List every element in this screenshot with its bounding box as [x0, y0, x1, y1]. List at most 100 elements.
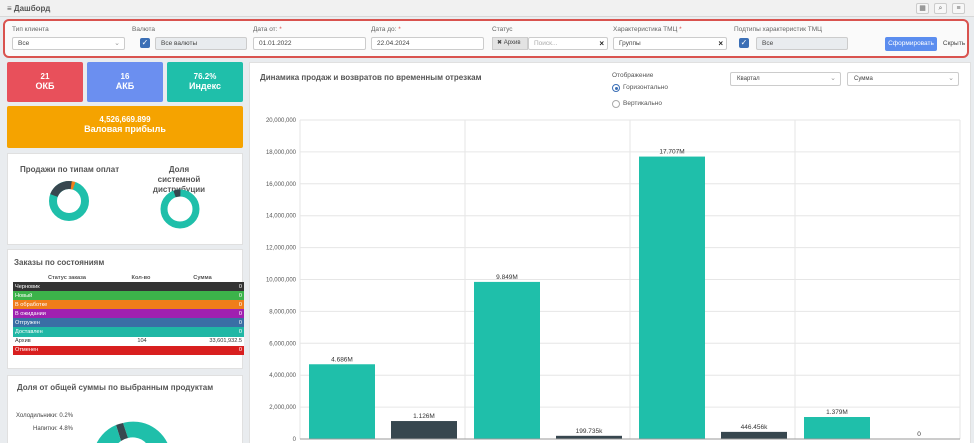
- tmc-select[interactable]: Группы ×: [613, 37, 727, 50]
- cell-count: [121, 309, 161, 318]
- cell-sum: 33,601,932.5: [209, 338, 242, 345]
- y-tick-label: 12,000,000: [266, 246, 297, 252]
- cell-count: [121, 300, 161, 309]
- cell-count: [121, 282, 161, 291]
- cell-count: [121, 346, 161, 355]
- subtypes-checkbox[interactable]: ✓: [739, 38, 749, 48]
- cell-status: Архив: [15, 338, 31, 345]
- radio-vertical[interactable]: [612, 100, 620, 108]
- chart-title: Динамика продаж и возвратов по временным…: [260, 73, 482, 82]
- page-title: ≡ Дашборд: [7, 4, 51, 13]
- cell-sum: 0: [238, 310, 242, 317]
- remove-icon[interactable]: ✖: [497, 40, 503, 46]
- period-select[interactable]: Квартал ⌄: [730, 72, 841, 86]
- currency-label: Валюта: [132, 26, 155, 33]
- bar: [391, 421, 457, 439]
- kpi-index: 76.2% Индекс: [167, 62, 243, 102]
- display-label: Отображение: [612, 72, 654, 79]
- orders-title: Заказы по состояниям: [14, 258, 105, 267]
- payment-types-title: Продажи по типам оплат: [20, 165, 120, 174]
- clear-icon[interactable]: ×: [718, 39, 723, 48]
- y-tick-label: 20,000,000: [266, 118, 297, 124]
- metric-select[interactable]: Сумма ⌄: [847, 72, 959, 86]
- cell-sum: 0: [238, 292, 242, 299]
- table-row: В ожидании 0: [13, 309, 244, 319]
- tmc-label: Характеристика ТМЦ *: [613, 26, 682, 33]
- currency-checkbox[interactable]: ✓: [140, 38, 150, 48]
- table-row: Отменен 0: [13, 345, 244, 355]
- orders-by-status-card: Заказы по состояниям Статус заказа Кол-в…: [7, 249, 244, 369]
- y-tick-label: 14,000,000: [266, 214, 297, 220]
- cell-status: В ожидании: [15, 310, 46, 317]
- table-row: Черновик 0: [13, 282, 244, 292]
- bar-value-label: 4.686M: [331, 356, 353, 363]
- table-row: Отгружен 0: [13, 318, 244, 328]
- orders-table: Статус заказа Кол-во Сумма Черновик 0 Новы…: [13, 273, 244, 355]
- submit-button[interactable]: Сформировать: [885, 37, 937, 51]
- radio-horizontal[interactable]: [612, 84, 620, 92]
- cell-status: Отменен: [15, 347, 39, 354]
- date-from-label: Дата от: *: [253, 26, 282, 33]
- date-to-value: 22.04.2024: [377, 40, 410, 47]
- cell-sum: 0: [238, 283, 242, 290]
- y-tick-label: 4,000,000: [269, 373, 296, 379]
- client-type-label: Тип клиента: [12, 26, 49, 33]
- status-search-placeholder: Поиск...: [534, 40, 558, 47]
- currency-select[interactable]: Все валюты: [155, 37, 247, 50]
- donuts-card: Продажи по типам оплат Доля системной ди…: [7, 153, 243, 245]
- client-type-select[interactable]: Все ⌄: [12, 37, 125, 50]
- bar-value-label: 1.126M: [413, 413, 435, 420]
- clear-icon[interactable]: ×: [599, 39, 604, 48]
- date-from-value: 01.01.2022: [259, 40, 292, 47]
- metric-value: Сумма: [854, 76, 873, 82]
- date-to-label: Дата до: *: [371, 26, 401, 33]
- period-value: Квартал: [737, 76, 760, 82]
- bar-value-label: 17.707M: [659, 149, 684, 156]
- date-from-input[interactable]: 01.01.2022: [253, 37, 366, 50]
- col-count: Кол-во: [131, 274, 151, 281]
- share-label-fridges: Холодильники: 0.2%: [16, 413, 74, 419]
- kpi-okb: 21 ОКБ: [7, 62, 83, 102]
- search-icon[interactable]: ⌕: [934, 3, 947, 14]
- cell-sum: 0: [238, 329, 242, 336]
- status-chip-archive[interactable]: ✖ Архив: [492, 37, 528, 50]
- y-tick-label: 8,000,000: [269, 309, 296, 315]
- bar-value-label: 1.379M: [826, 409, 848, 416]
- bar: [309, 364, 375, 439]
- hide-button[interactable]: Скрыть: [942, 40, 966, 47]
- cell-status: Новый: [15, 292, 33, 299]
- sales-dynamics-card: Динамика продаж и возвратов по временным…: [249, 62, 971, 443]
- radio-vertical-label: Вертикально: [623, 100, 663, 107]
- table-row: В обработке 0: [13, 300, 244, 310]
- distribution-donut: [160, 189, 200, 229]
- chevron-down-icon: ⌄: [830, 75, 836, 82]
- menu-icon[interactable]: ≡: [952, 3, 965, 14]
- y-tick-label: 6,000,000: [269, 341, 296, 347]
- cell-status: Черновик: [15, 283, 40, 290]
- status-search-input[interactable]: Поиск... ×: [528, 37, 608, 50]
- y-tick-label: 2,000,000: [269, 405, 296, 411]
- cell-count: [121, 291, 161, 300]
- cell-count: [121, 318, 161, 327]
- chevron-down-icon: ⌄: [114, 40, 120, 47]
- cell-sum: 0: [238, 319, 242, 326]
- bar-value-label: 199.735k: [576, 428, 603, 435]
- status-label: Статус: [492, 26, 513, 33]
- distribution-title: Доля системной дистрибуции: [152, 165, 206, 194]
- cell-count: 104: [137, 338, 147, 345]
- col-status: Статус заказа: [47, 274, 87, 281]
- cell-sum: 0: [238, 301, 242, 308]
- bar: [474, 281, 540, 439]
- chevron-down-icon: ⌄: [948, 75, 954, 82]
- y-tick-label: 16,000,000: [266, 182, 297, 188]
- cell-sum: 0: [238, 347, 242, 354]
- client-type-value: Все: [18, 40, 30, 47]
- kpi-akb: 16 АКБ: [87, 62, 163, 102]
- cell-count: [121, 327, 161, 336]
- calendar-icon[interactable]: ▦: [916, 3, 929, 14]
- cell-status: В обработке: [15, 301, 48, 308]
- tmc-value: Группы: [619, 40, 641, 47]
- table-row: Новый 0: [13, 291, 244, 301]
- date-to-input[interactable]: 22.04.2024: [371, 37, 484, 50]
- subtypes-select[interactable]: Все: [756, 37, 848, 50]
